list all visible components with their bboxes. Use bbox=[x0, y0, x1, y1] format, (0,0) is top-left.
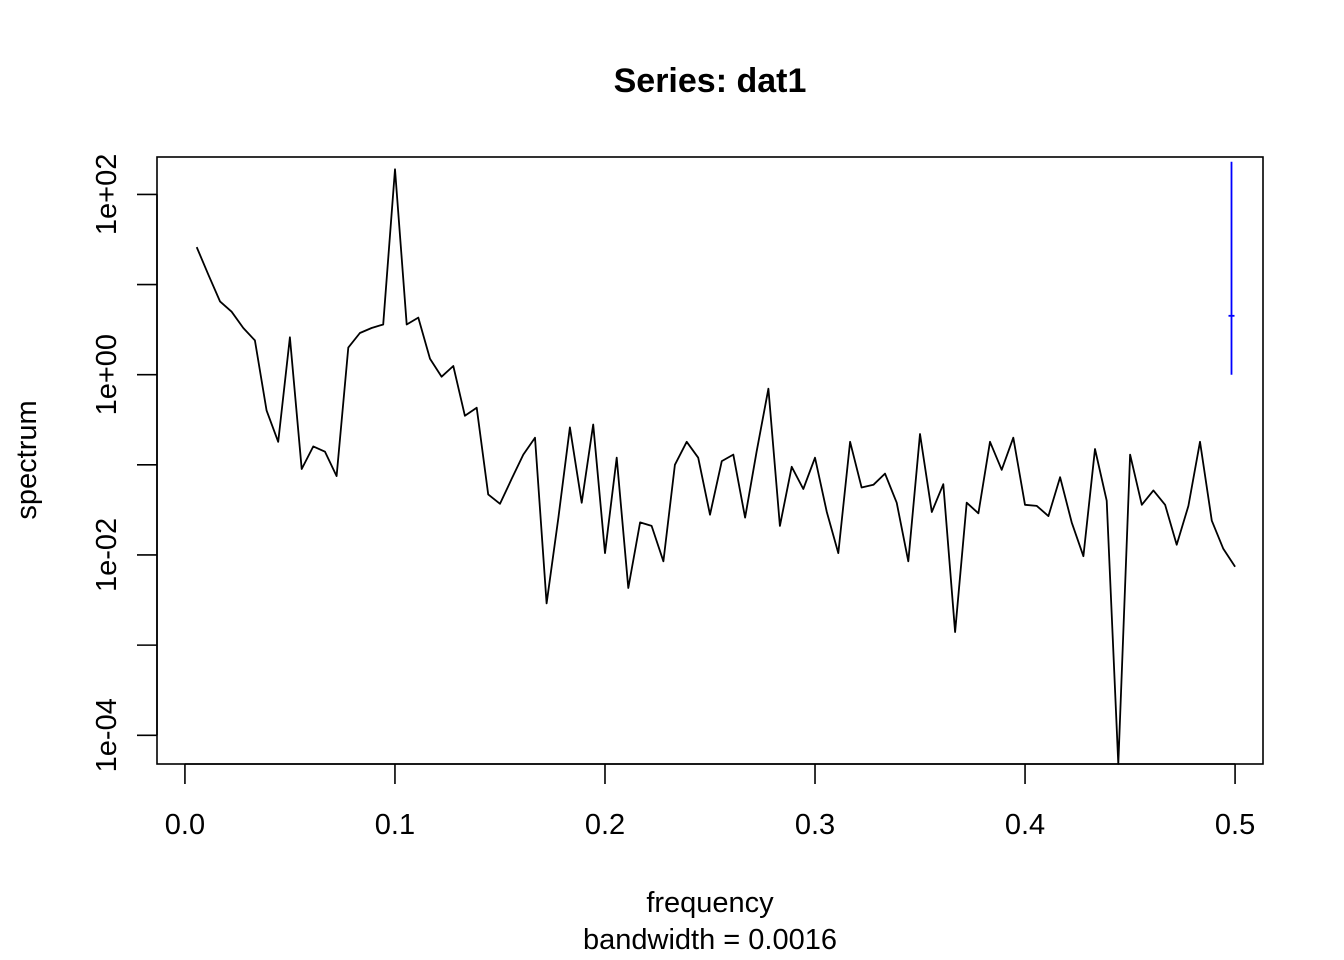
x-tick-label: 0.5 bbox=[1215, 809, 1255, 841]
series-layer bbox=[195, 168, 1236, 765]
x-axis-label: frequency bbox=[646, 887, 774, 919]
y-axis: 1e+02 1e+00 1e-02 1e-04 bbox=[91, 154, 158, 772]
bandwidth-label: bandwidth = 0.0016 bbox=[583, 924, 837, 956]
x-tick-label: 0.4 bbox=[1005, 809, 1045, 841]
y-tick-label: 1e+00 bbox=[91, 334, 123, 415]
spectrum-line bbox=[195, 168, 1236, 765]
y-axis-label: spectrum bbox=[11, 400, 43, 519]
y-tick-label: 1e-02 bbox=[91, 518, 123, 592]
x-tick-label: 0.1 bbox=[375, 809, 415, 841]
y-tick-label: 1e+02 bbox=[91, 154, 123, 235]
y-tick-label: 1e-04 bbox=[91, 698, 123, 772]
x-axis: 0.0 0.1 0.2 0.3 0.4 0.5 bbox=[165, 763, 1255, 841]
x-tick-label: 0.2 bbox=[585, 809, 625, 841]
x-tick-label: 0.3 bbox=[795, 809, 835, 841]
bandwidth-indicator bbox=[1228, 161, 1235, 375]
chart-title: Series: dat1 bbox=[614, 62, 807, 100]
x-tick-label: 0.0 bbox=[165, 809, 205, 841]
